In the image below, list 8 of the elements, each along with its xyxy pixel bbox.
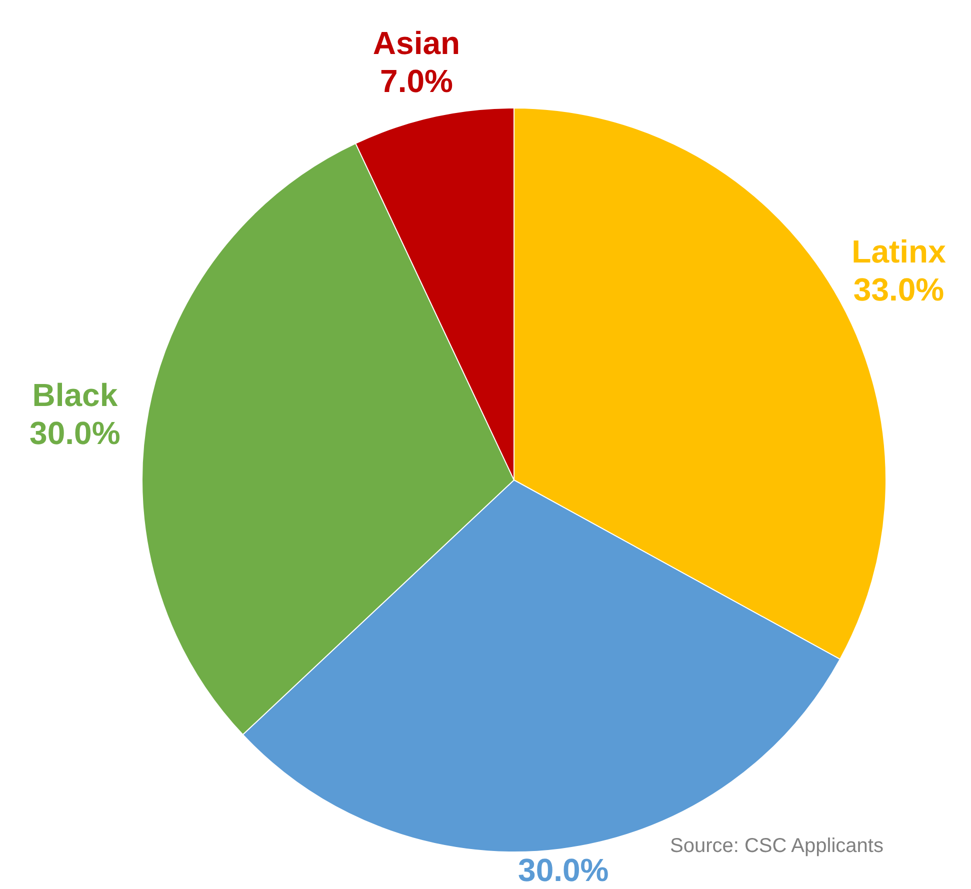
data-label: 33.0% [853,271,944,308]
data-label: 7.0% [380,62,453,99]
data-label: 30.0% [30,415,120,452]
slice-label: Black [32,377,118,414]
slice-label: Latinx [852,233,946,270]
data-label: 30.0% [518,852,609,888]
slice-label: Asian [372,24,460,61]
source-note: Source: CSC Applicants [670,835,884,857]
